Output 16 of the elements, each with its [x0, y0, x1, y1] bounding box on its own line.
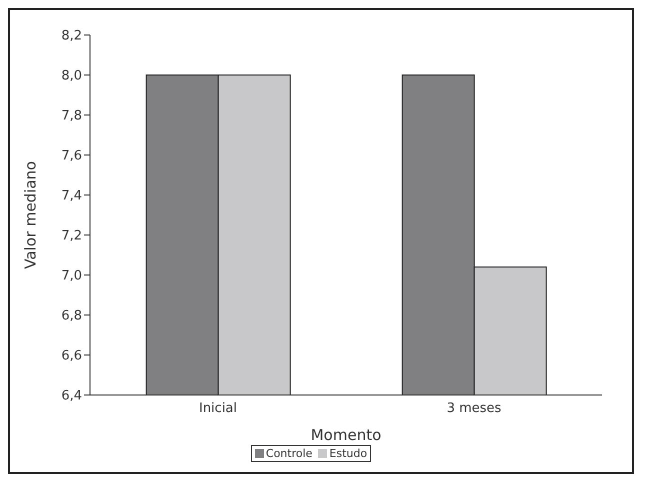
- y-tick-label: 7,8: [61, 108, 82, 124]
- y-tick-label: 6,8: [61, 308, 82, 324]
- y-tick-label: 6,6: [61, 348, 82, 364]
- legend-label: Estudo: [329, 447, 368, 460]
- x-tick-label: Inicial: [198, 401, 238, 416]
- y-tick-label: 8,2: [61, 28, 82, 44]
- y-tick-label: 8,0: [61, 68, 82, 84]
- legend-label: Controle: [266, 447, 312, 460]
- y-tick-label: 6,4: [61, 388, 82, 404]
- y-tick-label: 7,0: [61, 268, 82, 284]
- y-axis-title: Valor mediano: [21, 161, 40, 269]
- y-tick-label: 7,6: [61, 148, 82, 164]
- y-tick-label: 7,4: [61, 188, 82, 204]
- x-tick-label: 3 meses: [446, 401, 502, 416]
- x-axis-title: Momento: [310, 426, 382, 444]
- y-tick-label: 7,2: [61, 228, 82, 244]
